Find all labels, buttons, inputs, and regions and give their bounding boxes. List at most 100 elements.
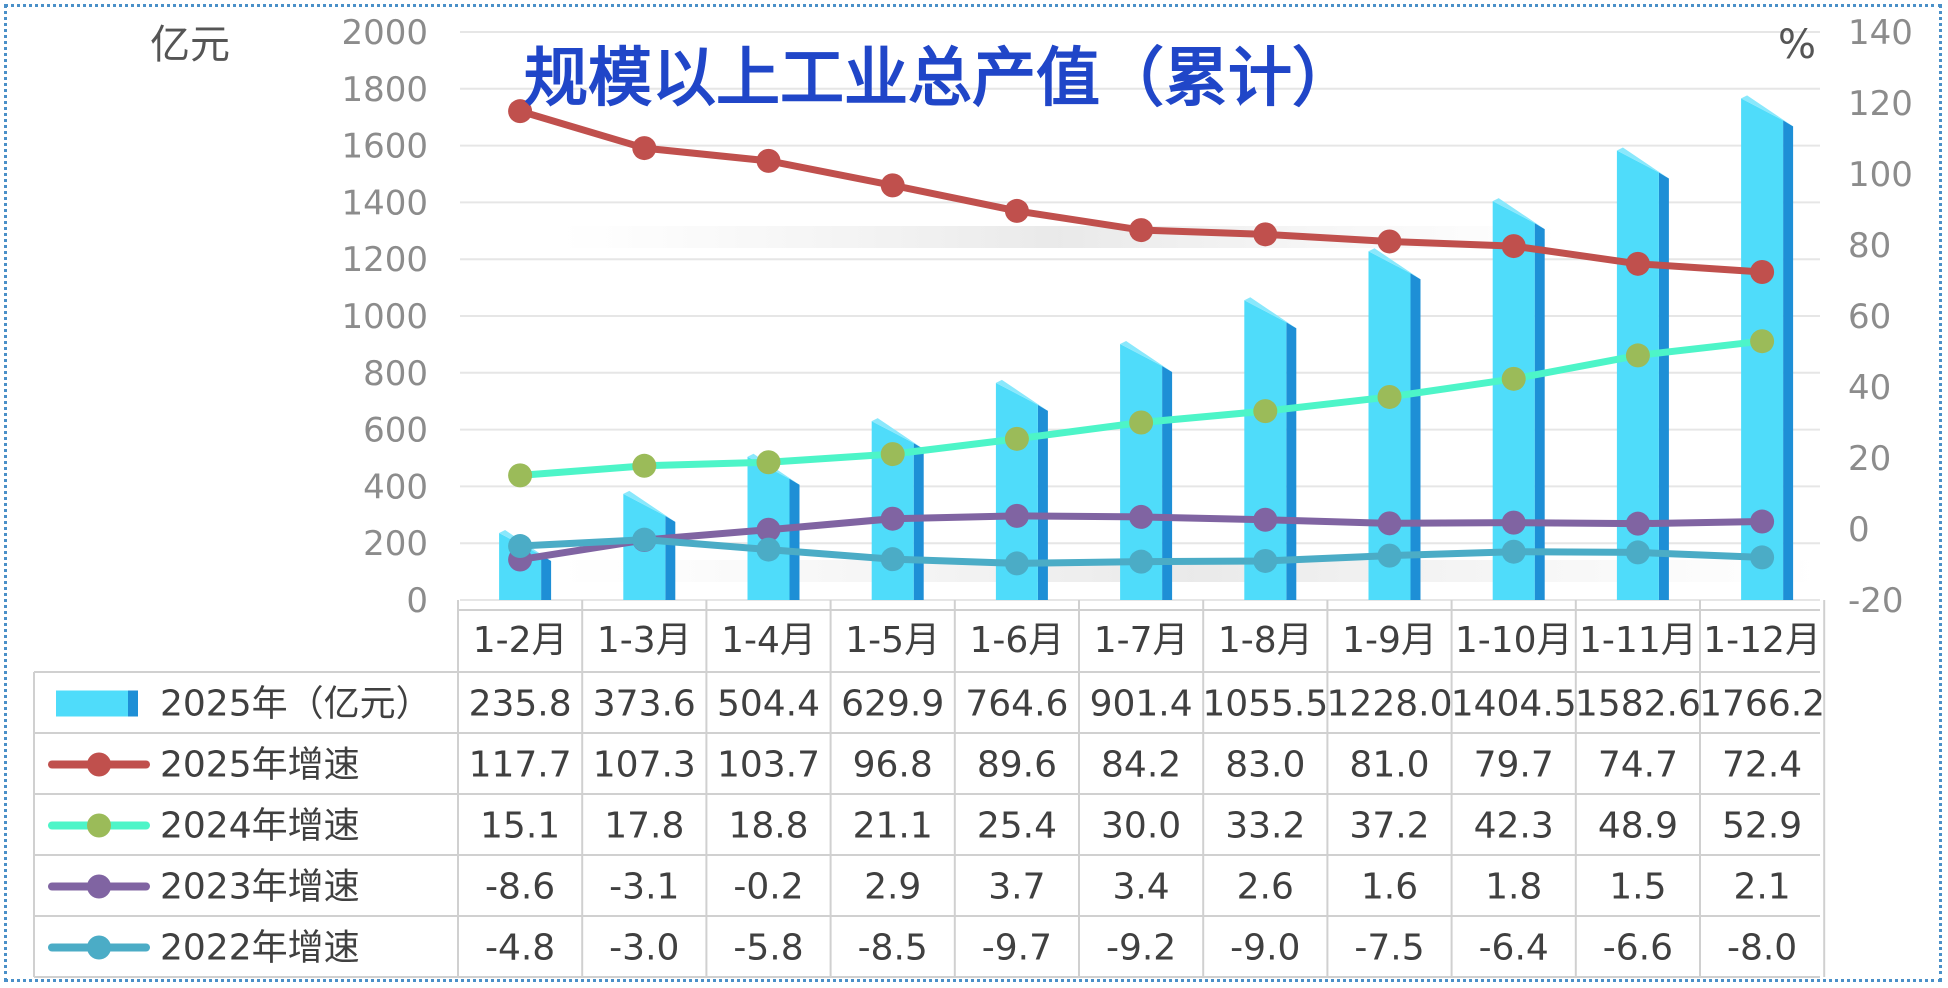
legend-bar-key xyxy=(56,690,128,717)
data-point xyxy=(632,527,657,552)
y-right-tick-label: 80 xyxy=(1848,226,1891,266)
data-point xyxy=(1129,410,1154,435)
data-label: -9.7 xyxy=(982,928,1052,969)
data-label: 1582.6 xyxy=(1575,684,1701,725)
data-point xyxy=(508,463,533,488)
bar-side xyxy=(1658,172,1669,600)
bar xyxy=(1368,248,1421,601)
data-label: 3.7 xyxy=(988,867,1045,908)
axis-labels: 亿元 % 02004006008001000120014001600180020… xyxy=(150,13,1913,621)
legend-marker-key xyxy=(87,813,111,838)
line-series-group xyxy=(508,99,1775,576)
data-label: 901.4 xyxy=(1090,684,1193,725)
data-point xyxy=(1253,548,1278,573)
category-label: 1-9月 xyxy=(1342,620,1437,661)
legend-marker-key xyxy=(87,752,111,777)
data-label: 1404.5 xyxy=(1451,684,1577,725)
data-point xyxy=(880,506,905,531)
category-label: 1-5月 xyxy=(845,620,940,661)
data-point xyxy=(1004,426,1029,451)
bar-top xyxy=(995,379,1048,411)
y-right-tick-label: 120 xyxy=(1848,84,1913,124)
data-label: 33.2 xyxy=(1225,806,1305,847)
data-label: -4.8 xyxy=(485,928,555,969)
data-point xyxy=(880,547,905,572)
bar-side xyxy=(665,515,676,600)
category-label: 1-12月 xyxy=(1703,620,1821,661)
y-left-tick-label: 1200 xyxy=(341,240,428,280)
y-left-tick-label: 1600 xyxy=(341,127,428,167)
legend-marker-key xyxy=(87,935,111,960)
bar-top xyxy=(1120,341,1173,373)
bar-top xyxy=(1244,297,1297,329)
data-label: 2.9 xyxy=(864,867,921,908)
data-point xyxy=(756,517,781,542)
data-label: 84.2 xyxy=(1101,745,1181,786)
bar xyxy=(1120,341,1173,600)
data-point xyxy=(756,537,781,562)
line-series xyxy=(508,329,1775,488)
data-label: 1.8 xyxy=(1485,867,1542,908)
data-point xyxy=(756,148,781,173)
data-label: -9.2 xyxy=(1106,928,1176,969)
bar-top xyxy=(1368,248,1421,280)
data-label: -0.2 xyxy=(733,867,803,908)
legend-label: 2022年增速 xyxy=(160,928,360,969)
data-label: 37.2 xyxy=(1349,806,1429,847)
data-label: 72.4 xyxy=(1722,745,1802,786)
bar-top xyxy=(1616,147,1669,179)
y-right-tick-label: 140 xyxy=(1848,13,1913,53)
data-point xyxy=(1625,343,1650,368)
data-label: 74.7 xyxy=(1598,745,1678,786)
data-label: 1055.5 xyxy=(1202,684,1328,725)
data-label: 18.8 xyxy=(728,806,808,847)
data-point xyxy=(1253,507,1278,532)
y-left-tick-label: 0 xyxy=(406,581,428,621)
data-point xyxy=(1750,259,1775,284)
y-left-tick-label: 1400 xyxy=(341,183,428,223)
category-label: 1-11月 xyxy=(1579,620,1697,661)
data-point xyxy=(1750,329,1775,354)
line-series xyxy=(508,99,1775,284)
y-right-tick-label: -20 xyxy=(1848,581,1904,621)
y-left-tick-label: 1800 xyxy=(341,70,428,110)
data-label: 504.4 xyxy=(717,684,820,725)
data-label: 15.1 xyxy=(480,806,560,847)
data-label: -8.0 xyxy=(1727,928,1797,969)
data-label: -6.6 xyxy=(1603,928,1673,969)
data-label: 629.9 xyxy=(841,684,944,725)
data-label: 1.6 xyxy=(1361,867,1418,908)
bar-front xyxy=(1120,344,1163,600)
data-label: -9.0 xyxy=(1230,928,1300,969)
data-point xyxy=(1625,540,1650,565)
data-point xyxy=(1750,545,1775,570)
category-label: 1-10月 xyxy=(1455,620,1573,661)
data-label: 103.7 xyxy=(717,745,820,786)
legend-marker-key xyxy=(87,874,111,899)
data-point xyxy=(1004,551,1029,576)
data-label: 79.7 xyxy=(1474,745,1554,786)
category-label: 1-7月 xyxy=(1094,620,1189,661)
data-point xyxy=(756,450,781,475)
data-point xyxy=(1750,509,1775,534)
data-label: 1766.2 xyxy=(1699,684,1825,725)
category-label: 1-3月 xyxy=(597,620,692,661)
data-label: 107.3 xyxy=(593,745,696,786)
data-point xyxy=(1004,503,1029,528)
bar-side xyxy=(1162,366,1173,600)
y-left-tick-label: 600 xyxy=(363,411,428,451)
line-series xyxy=(508,503,1775,572)
data-label: -8.5 xyxy=(858,928,928,969)
bar-side xyxy=(1286,322,1297,600)
data-point xyxy=(1625,251,1650,276)
data-point xyxy=(1004,198,1029,223)
data-label: 48.9 xyxy=(1598,806,1678,847)
bar-top xyxy=(1492,198,1545,230)
bar-top xyxy=(623,490,676,522)
data-point xyxy=(1501,539,1526,564)
y-left-tick-label: 400 xyxy=(363,467,428,507)
y-left-tick-label: 200 xyxy=(363,524,428,564)
data-label: -6.4 xyxy=(1479,928,1549,969)
